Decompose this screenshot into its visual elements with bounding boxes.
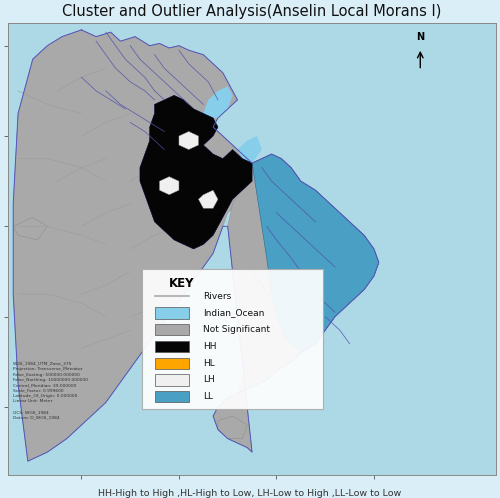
Polygon shape xyxy=(218,416,247,439)
Polygon shape xyxy=(238,339,301,393)
Polygon shape xyxy=(213,154,379,452)
Text: N: N xyxy=(416,32,424,42)
Bar xyxy=(154,374,188,385)
Text: KEY: KEY xyxy=(169,277,194,290)
Text: Not Significant: Not Significant xyxy=(204,325,270,334)
Bar xyxy=(154,341,188,352)
Text: Rivers: Rivers xyxy=(204,292,232,301)
Polygon shape xyxy=(140,96,252,249)
Polygon shape xyxy=(179,131,199,149)
FancyBboxPatch shape xyxy=(142,269,323,409)
Text: LL: LL xyxy=(204,392,214,401)
Text: WGS_1984_UTM_Zone_37S
Projection: Transverse_Mercator
False_Easting: 500000.0000: WGS_1984_UTM_Zone_37S Projection: Transv… xyxy=(13,362,88,419)
Polygon shape xyxy=(198,190,218,208)
Title: Cluster and Outlier Analysis(Anselin Local Morans I): Cluster and Outlier Analysis(Anselin Loc… xyxy=(62,4,442,19)
Bar xyxy=(154,307,188,319)
Bar xyxy=(154,324,188,336)
Polygon shape xyxy=(160,177,179,195)
Text: HH: HH xyxy=(204,342,217,351)
Polygon shape xyxy=(252,154,379,353)
Polygon shape xyxy=(13,30,257,461)
Text: Indian_Ocean: Indian_Ocean xyxy=(204,309,264,318)
Text: LH: LH xyxy=(204,375,215,384)
Bar xyxy=(154,358,188,369)
Polygon shape xyxy=(204,86,233,118)
Bar xyxy=(154,391,188,402)
Text: HH-High to High ,HL-High to Low, LH-Low to High ,LL-Low to Low: HH-High to High ,HL-High to Low, LH-Low … xyxy=(98,489,402,498)
Polygon shape xyxy=(238,136,262,163)
Text: HL: HL xyxy=(204,359,215,368)
Polygon shape xyxy=(13,217,48,240)
